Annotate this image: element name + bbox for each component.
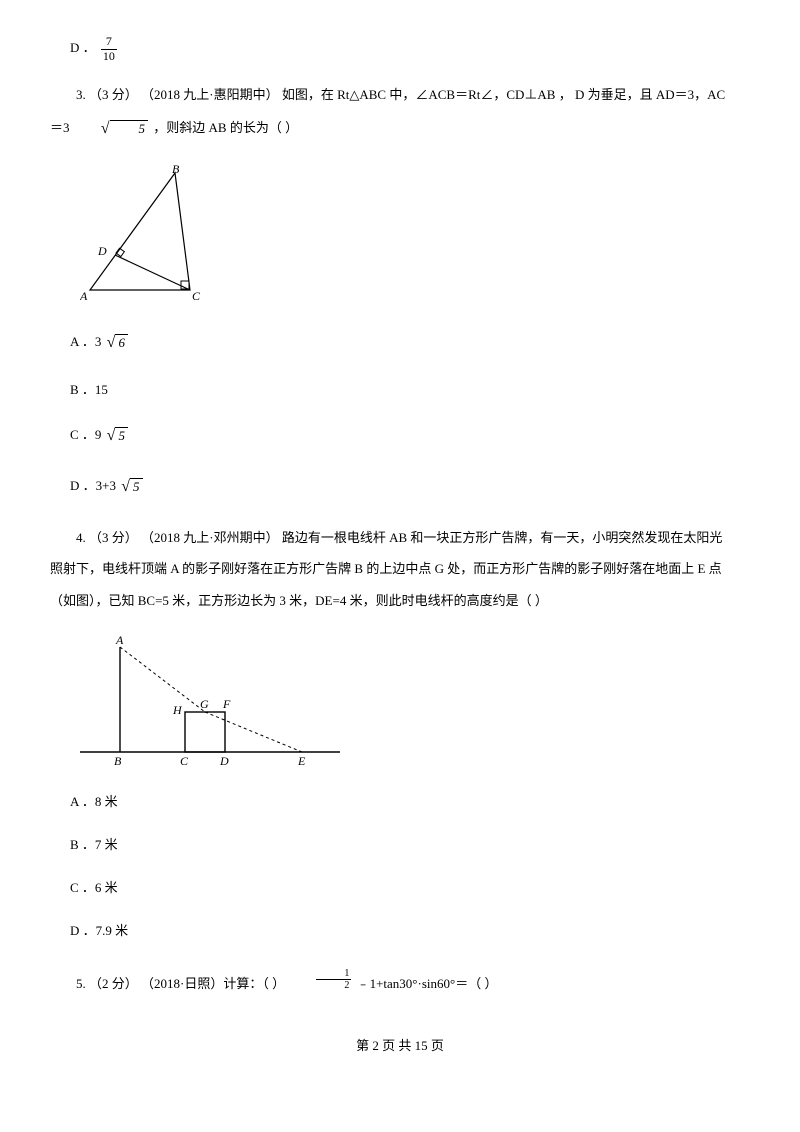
q3-label-B: B xyxy=(172,165,180,176)
q4-option-b-text: B ．7 米 xyxy=(70,837,118,852)
q4-stem-text: 4. （3 分） （2018 九上·邓州期中） 路边有一根电线杆 AB 和一块正… xyxy=(50,530,722,607)
q3-stem: 3. （3 分） （2018 九上·惠阳期中） 如图，在 Rt△ABC 中，∠A… xyxy=(50,79,750,149)
q2-option-d: D ． 7 10 xyxy=(50,32,750,63)
q4-option-a-text: A ．8 米 xyxy=(70,794,118,809)
q2-option-d-den: 10 xyxy=(101,50,117,63)
q5-stem-part2: ﹣1+tan30°·sin60°＝（ ） xyxy=(357,976,498,991)
q4-option-d-text: D ．7.9 米 xyxy=(70,923,128,938)
q4-option-c-text: C ．6 米 xyxy=(70,880,118,895)
footer-text: 第 2 页 共 15 页 xyxy=(356,1038,444,1053)
q3-label-C: C xyxy=(192,289,201,303)
q3-sqrt: 5 xyxy=(75,110,148,148)
q5-exponent: 1 2 xyxy=(288,962,353,993)
q4-label-G: G xyxy=(200,697,209,711)
q4-label-D: D xyxy=(219,754,229,768)
q3-option-b-label: B ．15 xyxy=(70,382,108,397)
q4-label-C: C xyxy=(180,754,189,768)
q4-option-b: B ．7 米 xyxy=(50,829,750,860)
q3-option-b: B ．15 xyxy=(50,374,750,405)
q2-option-d-label: D ． xyxy=(70,40,96,55)
q5-stem: 5. （2 分） （2018·日照）计算：（ ） 1 2 ﹣1+tan30°·s… xyxy=(50,962,750,999)
q5-exp-num: 1 xyxy=(316,968,351,980)
q5-stem-part1: 5. （2 分） （2018·日照）计算：（ ） xyxy=(76,976,285,991)
q3-label-D: D xyxy=(97,244,107,258)
q3-figure: A B C D xyxy=(80,165,750,310)
q3-option-d-label: D ．3+3 xyxy=(70,478,119,493)
page-footer: 第 2 页 共 15 页 xyxy=(50,1030,750,1061)
q4-label-H: H xyxy=(172,703,183,717)
q2-option-d-frac: 7 10 xyxy=(101,35,117,62)
q5-exp-den: 2 xyxy=(316,980,351,991)
q4-label-B: B xyxy=(114,754,122,768)
q2-option-d-num: 7 xyxy=(101,35,117,49)
q3-label-A: A xyxy=(80,289,88,303)
q3-option-a-sqrt: 6 xyxy=(107,324,128,362)
q3-triangle-svg: A B C D xyxy=(80,165,210,310)
q4-option-c: C ．6 米 xyxy=(50,872,750,903)
q3-option-d-sqrt: 5 xyxy=(121,468,142,506)
q3-option-c-sqrt: 5 xyxy=(107,417,128,455)
q4-label-A: A xyxy=(115,633,124,647)
q5-exp-frac: 1 2 xyxy=(316,968,351,991)
q3-option-a: A ．3 6 xyxy=(50,324,750,362)
q4-stem: 4. （3 分） （2018 九上·邓州期中） 路边有一根电线杆 AB 和一块正… xyxy=(50,522,750,616)
q4-option-d: D ．7.9 米 xyxy=(50,915,750,946)
q4-label-E: E xyxy=(297,754,306,768)
q3-stem-part2: ，则斜边 AB 的长为（ ） xyxy=(150,121,298,136)
q3-option-d: D ．3+3 5 xyxy=(50,468,750,506)
q3-option-c: C ．9 5 xyxy=(50,417,750,455)
q4-figure: A B C D E H G F xyxy=(80,632,750,772)
q3-option-a-label: A ．3 xyxy=(70,334,105,349)
q3-option-c-label: C ．9 xyxy=(70,428,105,443)
q3-sqrt-val: 5 xyxy=(110,120,149,137)
q4-label-F: F xyxy=(222,697,231,711)
q4-option-a: A ．8 米 xyxy=(50,786,750,817)
q4-svg: A B C D E H G F xyxy=(80,632,340,772)
